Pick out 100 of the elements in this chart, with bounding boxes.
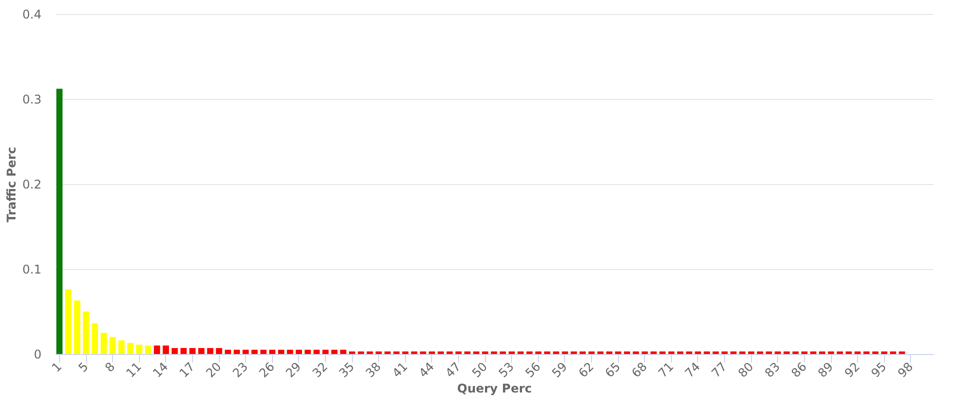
bar xyxy=(642,351,648,354)
bar xyxy=(748,351,754,354)
x-tick-label: 23 xyxy=(230,360,251,380)
bar xyxy=(322,350,329,354)
x-tick-label: 77 xyxy=(708,360,730,380)
bar xyxy=(694,351,702,354)
bar xyxy=(251,350,258,354)
bar xyxy=(162,346,169,354)
bar xyxy=(508,351,515,354)
bar xyxy=(535,351,542,354)
bar xyxy=(526,351,533,354)
bar xyxy=(544,351,550,354)
bar xyxy=(872,351,878,354)
bar xyxy=(278,350,284,354)
bar xyxy=(846,351,852,354)
bar xyxy=(792,351,799,354)
bar xyxy=(801,351,808,354)
bar xyxy=(438,351,444,354)
bar xyxy=(82,312,90,354)
bar xyxy=(74,300,80,354)
bar xyxy=(296,350,302,354)
x-tick-label: 47 xyxy=(442,360,464,380)
bar xyxy=(127,342,134,354)
y-tick-label: 0.1 xyxy=(22,262,42,276)
bar xyxy=(118,340,125,354)
bar xyxy=(615,351,622,354)
x-tick-label: 11 xyxy=(123,360,144,380)
x-tick-label: 32 xyxy=(310,360,330,380)
bar xyxy=(420,351,426,354)
bar xyxy=(224,350,232,354)
x-tick-label: 95 xyxy=(868,360,890,380)
bar xyxy=(216,348,222,354)
bar xyxy=(189,348,196,354)
bar xyxy=(348,351,356,354)
bar xyxy=(482,351,488,354)
bar xyxy=(490,351,498,354)
x-tick-label: 65 xyxy=(602,360,624,380)
bar xyxy=(836,351,843,354)
bar xyxy=(686,351,692,354)
y-axis-title: Traffic Perc xyxy=(4,146,18,222)
bar xyxy=(180,348,187,354)
x-tick-label: 71 xyxy=(656,360,676,380)
x-tick-label: 56 xyxy=(522,360,544,380)
bar xyxy=(774,351,781,354)
bar xyxy=(464,351,470,354)
bar xyxy=(632,351,640,354)
bar xyxy=(766,351,772,354)
x-tick-label: 1 xyxy=(49,360,64,375)
bar xyxy=(260,350,267,354)
x-tick-label: 92 xyxy=(842,360,863,380)
x-tick-label: 53 xyxy=(496,360,517,380)
bar xyxy=(172,348,178,354)
bar xyxy=(198,348,204,354)
bar xyxy=(411,351,418,354)
bar xyxy=(562,351,568,354)
x-tick-label: 20 xyxy=(203,360,224,380)
bar xyxy=(242,350,249,354)
bar xyxy=(881,351,888,354)
bar xyxy=(597,351,604,354)
x-tick-label: 89 xyxy=(815,360,836,380)
x-tick-label: 83 xyxy=(762,360,783,380)
bar xyxy=(110,337,116,354)
bar xyxy=(402,351,408,354)
bar xyxy=(56,88,63,354)
bar xyxy=(473,351,480,354)
bar xyxy=(384,351,391,354)
bar xyxy=(500,351,506,354)
bar xyxy=(890,351,896,354)
bar xyxy=(154,346,160,354)
bar xyxy=(659,351,666,354)
bar xyxy=(455,351,462,354)
bar xyxy=(863,351,870,354)
bar xyxy=(358,351,364,354)
x-tick-label: 44 xyxy=(416,360,437,380)
bar xyxy=(854,351,861,354)
y-tick-label: 0 xyxy=(34,348,42,362)
bar xyxy=(898,351,906,354)
bar xyxy=(340,350,346,354)
x-tick-label: 98 xyxy=(895,360,916,380)
bar xyxy=(756,351,764,354)
x-tick-label: 74 xyxy=(682,360,703,380)
bar xyxy=(624,351,630,354)
y-tick-label: 0.4 xyxy=(22,8,42,22)
x-tick-label: 80 xyxy=(735,360,756,380)
bar xyxy=(712,351,719,354)
bar xyxy=(65,289,72,354)
x-tick-label: 86 xyxy=(788,360,810,380)
bar xyxy=(136,344,142,354)
bar xyxy=(366,351,373,354)
bar xyxy=(668,351,674,354)
bar xyxy=(446,351,453,354)
bar xyxy=(376,351,382,354)
bar xyxy=(570,351,577,354)
x-tick-label: 5 xyxy=(76,360,91,375)
x-tick-label: 68 xyxy=(629,360,650,380)
bar xyxy=(721,351,728,354)
bar xyxy=(784,351,790,354)
x-tick-label: 17 xyxy=(176,360,198,380)
bar xyxy=(580,351,586,354)
bar xyxy=(393,351,400,354)
